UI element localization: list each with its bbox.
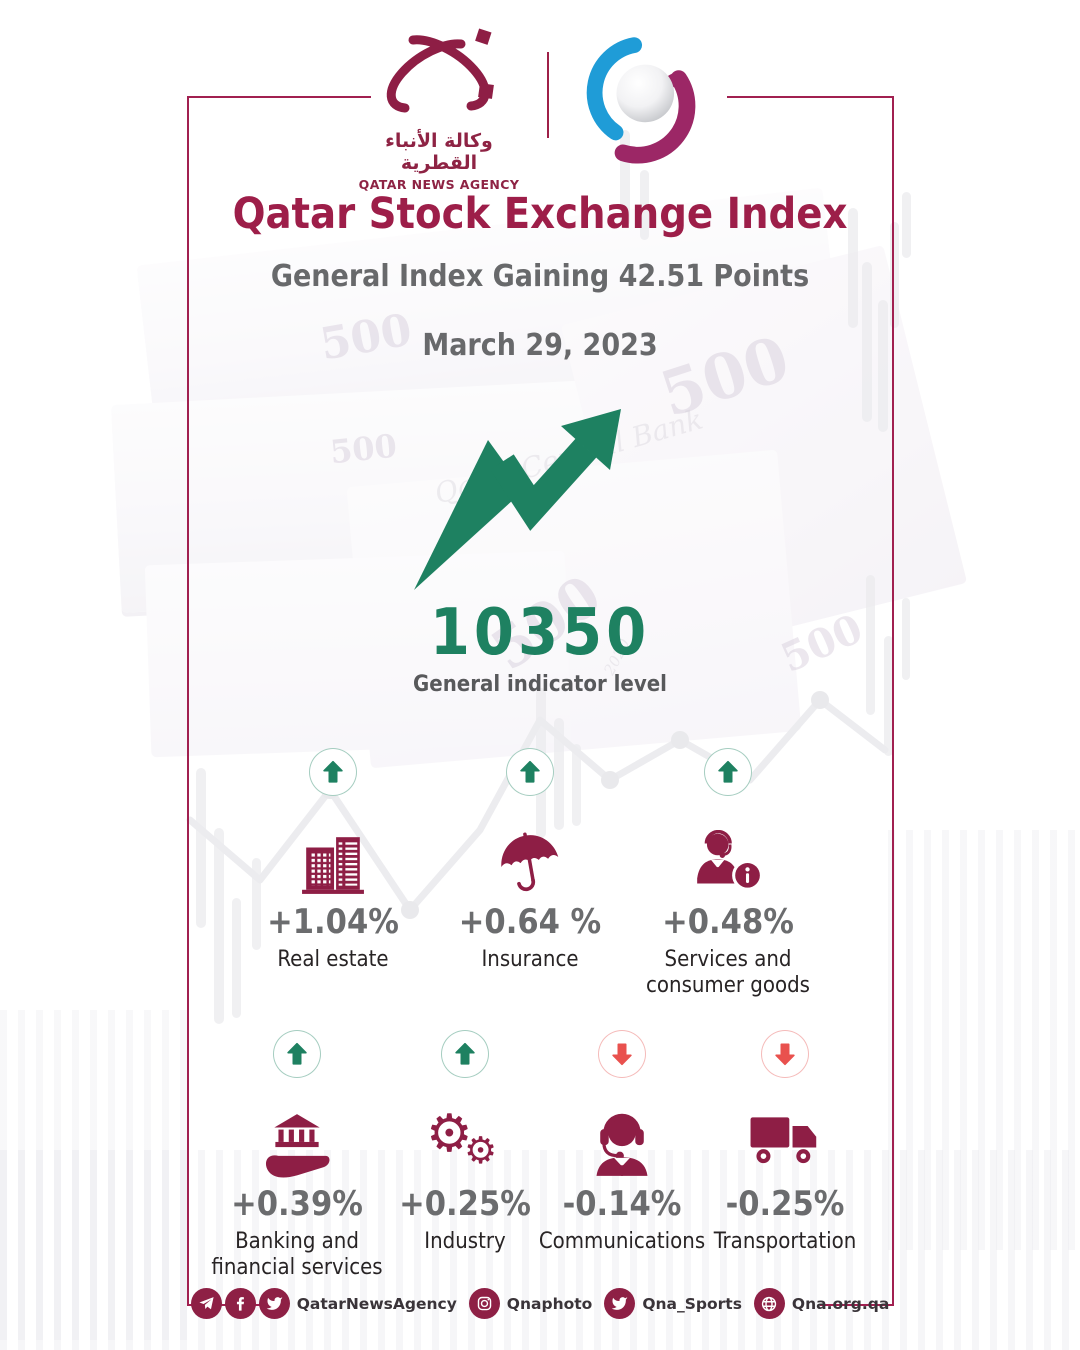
globe-icon [753,1288,785,1319]
sector-card-transportation: -0.25% Transportation [690,1030,880,1255]
instagram-icon [468,1288,500,1319]
facebook-icon [224,1288,256,1319]
bank-hand-icon [265,1114,330,1178]
social-handle: Qnaphoto [506,1294,593,1313]
general-index-label: General indicator level [413,672,667,697]
frame-border-top-left-segment [187,96,371,98]
frame-border-bottom-right-segment [820,1304,894,1306]
qna-arabic-name: وكالة الأنباء القطرية [385,130,493,174]
support-agent-info-icon [697,830,763,891]
sector-change: +1.04% [267,902,399,942]
up-arrow-icon [718,760,738,783]
down-arrow-icon [612,1043,632,1066]
qna-english-name: QATAR NEWS AGENCY [358,177,520,192]
social-handle: Qna_Sports [642,1294,742,1313]
sector-card-real-estate: +1.04% Real estate [228,748,438,973]
truck-icon [750,1117,817,1164]
social-group-website: Qna.org.qa [753,1288,890,1319]
sector-name: Banking and financial services [211,1229,383,1281]
qna-logo-block: وكالة الأنباء القطرية QATAR NEWS AGENCY [355,26,523,192]
qna-logo-icon [386,28,494,113]
down-arrow-badge [598,1030,646,1078]
umbrella-icon [501,832,559,892]
general-index-value: 10350 [429,596,651,670]
page-title: Qatar Stock Exchange Index [232,189,848,239]
twitter-icon [258,1288,290,1319]
down-arrow-icon [775,1043,795,1066]
down-arrow-badge [761,1030,809,1078]
sector-card-communications: -0.14% Communications [527,1030,717,1255]
up-arrow-badge [309,748,357,796]
gears-icon: ⚙ ⚙ [426,1104,498,1172]
sector-name: Insurance [481,947,579,972]
date-text: March 29, 2023 [422,328,658,363]
sector-name: Services and consumer goods [646,947,810,999]
sector-name: Real estate [277,947,389,972]
social-group-qna: QatarNewsAgency [190,1288,457,1319]
sector-card-insurance: +0.64 % Insurance [425,748,635,973]
up-arrow-badge [506,748,554,796]
logo-row: وكالة الأنباء القطرية QATAR NEWS AGENCY [0,26,1080,192]
qatar-stock-exchange-logo [586,37,696,164]
sector-change: +0.64 % [458,902,602,942]
sector-change: +0.25% [399,1184,531,1224]
social-handle: QatarNewsAgency [296,1294,457,1313]
subtitle: General Index Gaining 42.51 Points [270,259,810,294]
up-arrow-badge [704,748,752,796]
up-arrow-icon [520,760,540,783]
logo-divider [547,52,549,138]
index-up-arrow-graphic [414,409,621,590]
sector-change: -0.25% [725,1184,845,1224]
frame-border-left [187,96,189,1306]
sector-card-banking: +0.39% Banking and financial services [202,1030,392,1282]
sector-name: Transportation [713,1229,857,1254]
up-arrow-badge [441,1030,489,1078]
up-arrow-icon [323,760,343,783]
sector-name: Industry [424,1229,506,1254]
frame-border-right [892,96,894,1306]
twitter-icon [604,1288,636,1319]
sector-card-industry: ⚙ ⚙ +0.25% Industry [370,1030,560,1255]
social-group-twitter: Qna_Sports [604,1288,742,1319]
up-arrow-icon [287,1042,307,1065]
social-handle: Qna.org.qa [791,1294,890,1313]
building-icon [302,837,364,894]
frame-border-top-right-segment [727,96,894,98]
headset-agent-icon [596,1113,648,1176]
up-arrow-icon [455,1042,475,1065]
sector-card-services: +0.48% Services and consumer goods [618,748,838,1000]
up-arrow-badge [273,1030,321,1078]
telegram-icon [190,1288,222,1319]
sector-name: Communications [538,1229,706,1254]
sector-change: +0.39% [231,1184,363,1224]
sector-change: +0.48% [662,902,794,942]
frame-border-bottom-left-segment [187,1304,260,1306]
social-group-instagram: Qnaphoto [468,1288,593,1319]
sector-change: -0.14% [562,1184,682,1224]
footer-social-bar: QatarNewsAgency Qnaphoto Qna_Sports Qna.… [0,1288,1080,1319]
